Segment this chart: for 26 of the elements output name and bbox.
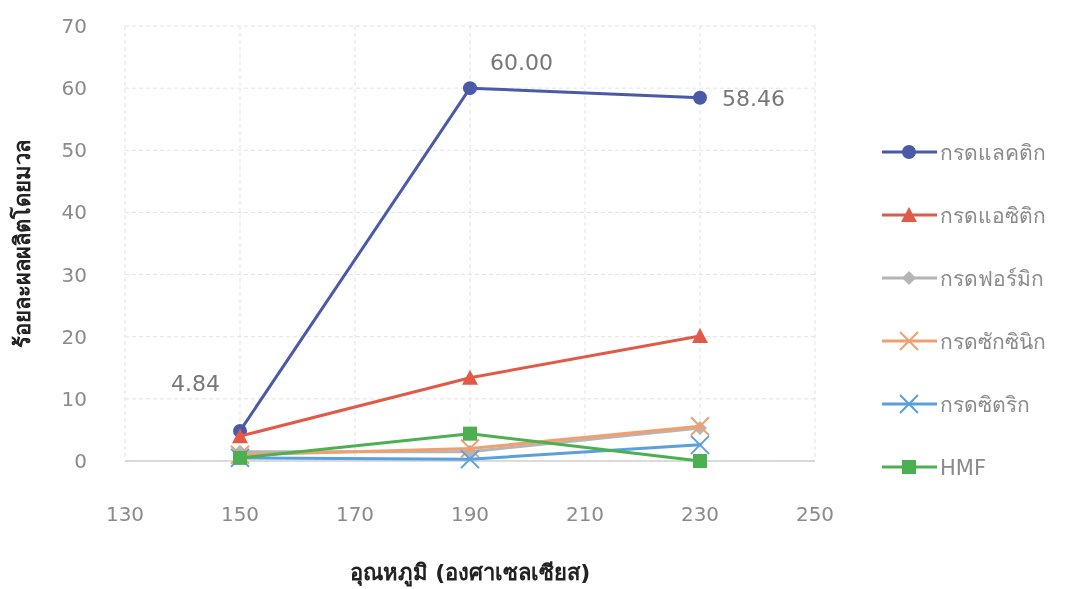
data-label: 60.00 <box>490 50 553 76</box>
x-tick-label: 250 <box>795 502 835 526</box>
y-tick-label: 70 <box>61 14 87 38</box>
y-tick-label: 60 <box>61 76 87 101</box>
y-tick-label: 40 <box>61 200 87 225</box>
x-tick-label: 170 <box>335 502 375 526</box>
legend-label: กรดแอซิติก <box>940 204 1046 228</box>
legend-label: กรดฟอร์มิก <box>940 267 1044 291</box>
legend-label: HMF <box>940 456 986 480</box>
y-axis-title: ร้อยละผลผลิตโดยมวล <box>9 139 35 348</box>
x-tick-label: 230 <box>680 502 720 526</box>
y-tick-label: 10 <box>61 386 87 411</box>
x-tick-label: 150 <box>220 502 260 526</box>
legend-label: กรดแลคติก <box>940 141 1046 165</box>
x-tick-label: 190 <box>450 502 490 526</box>
data-label: 4.84 <box>171 370 220 396</box>
x-tick-label: 210 <box>565 502 605 526</box>
y-tick-label: 30 <box>61 262 87 287</box>
y-tick-label: 20 <box>61 324 87 349</box>
y-tick-label: 0 <box>74 449 87 473</box>
x-tick-label: 130 <box>105 502 145 526</box>
legend-label: กรดซักซินิก <box>940 330 1046 354</box>
y-tick-label: 50 <box>61 138 87 163</box>
data-label: 58.46 <box>722 85 785 111</box>
legend-label: กรดซิตริก <box>940 393 1030 417</box>
x-axis-title: อุณหภูมิ (องศาเซลเซียส) <box>349 560 591 587</box>
